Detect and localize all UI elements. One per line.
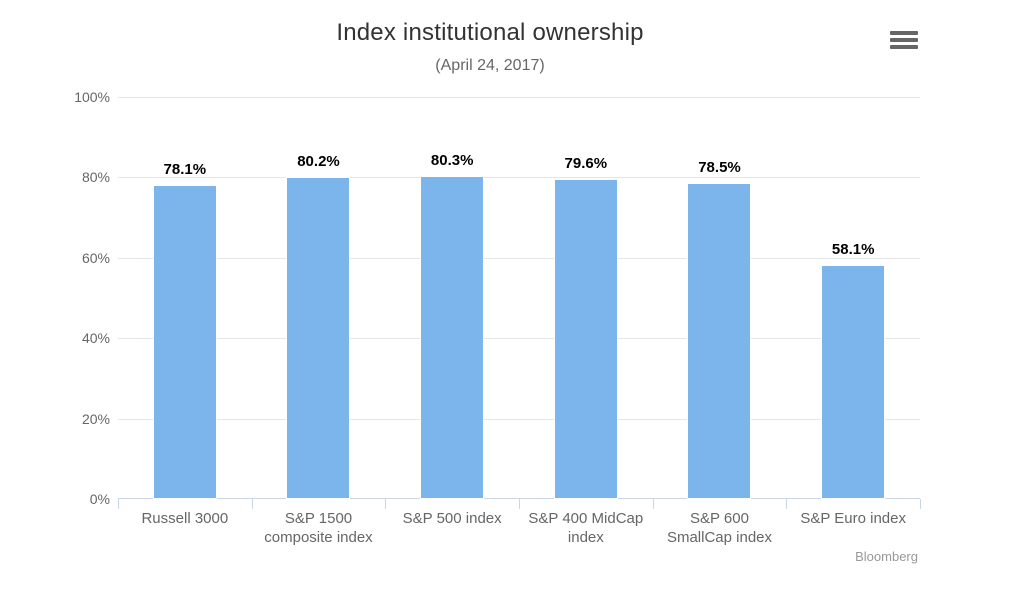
gridline: [118, 177, 920, 179]
bar-data-label: 80.3%: [430, 152, 474, 170]
x-axis-tick: [652, 499, 654, 509]
x-axis-category-label-line: index: [567, 529, 604, 546]
y-axis-tick-label: 0%: [89, 491, 110, 507]
bar-data-label: 78.1%: [163, 161, 207, 179]
x-axis-category-label: Russell 3000: [118, 509, 252, 528]
bar[interactable]: [286, 176, 351, 499]
y-axis-tick-label: 60%: [81, 249, 110, 266]
gridline: [118, 97, 920, 98]
x-axis-category-label-line: S&P Euro index: [800, 510, 906, 527]
y-axis-tick-label: 40%: [81, 330, 110, 347]
bar-column: 78.1%: [118, 97, 252, 499]
bar-data-label: 79.6%: [564, 155, 608, 173]
x-axis-category-label-line: S&P 400 MidCap: [528, 510, 644, 527]
x-axis-category-label: S&P 500 index: [385, 509, 519, 528]
x-axis-category-label: S&P Euro index: [786, 509, 920, 528]
bar[interactable]: [553, 179, 618, 499]
hamburger-icon: [890, 30, 918, 35]
bar-data-label: 78.5%: [698, 159, 741, 177]
y-axis-tick-label: 100%: [74, 89, 110, 105]
gridline: [118, 418, 920, 420]
bar-data-label: 58.1%: [831, 241, 875, 259]
x-axis-category-label: S&P 400 MidCap index: [519, 509, 653, 547]
x-axis-category-label-line: S&P 600: [690, 510, 749, 527]
x-axis-tick: [786, 499, 788, 509]
plot-area: 78.1% 80.2% 80.3% 79.6% 78.5% 58.1%: [118, 97, 921, 509]
x-axis-tick: [251, 499, 253, 509]
bar[interactable]: [687, 183, 752, 499]
x-axis-category-label-line: SmallCap index: [666, 529, 773, 546]
chart-menu-button[interactable]: [890, 27, 918, 52]
x-axis-category-label-line: Russell 3000: [141, 510, 229, 527]
x-axis-tick: [385, 499, 387, 509]
y-axis-tick-label: 20%: [81, 410, 110, 427]
x-axis-tick: [920, 499, 921, 509]
hamburger-icon: [890, 44, 918, 49]
y-axis-tick-label: 80%: [81, 169, 110, 186]
chart-title: Index institutional ownership: [336, 19, 644, 46]
chart-subtitle: (April 24, 2017): [435, 57, 545, 74]
bar[interactable]: [152, 185, 217, 499]
x-axis-category-label-line: composite index: [264, 529, 373, 546]
x-axis-line: [118, 498, 920, 499]
chart-credit[interactable]: Bloomberg: [855, 549, 918, 564]
bar-data-label: 80.2%: [297, 152, 340, 170]
gridline: [118, 338, 920, 340]
bar-column: 80.2%: [252, 97, 386, 499]
x-axis-category-label: S&P 1500 composite index: [252, 509, 386, 547]
x-axis-tick: [519, 499, 520, 509]
bar-column: 80.3%: [385, 97, 519, 499]
bar[interactable]: [821, 265, 886, 499]
gridline: [118, 257, 920, 259]
x-axis-category-label-line: S&P 500 index: [402, 510, 502, 527]
x-axis-tick: [118, 499, 119, 509]
x-axis-category-label-line: S&P 1500: [284, 510, 353, 527]
bar-column: 79.6%: [519, 97, 653, 499]
bar-column: 78.5%: [653, 97, 787, 499]
bar[interactable]: [420, 176, 485, 499]
hamburger-icon: [890, 37, 918, 42]
x-axis-category-label: S&P 600 SmallCap index: [653, 509, 787, 547]
bar-column: 58.1%: [786, 97, 920, 499]
